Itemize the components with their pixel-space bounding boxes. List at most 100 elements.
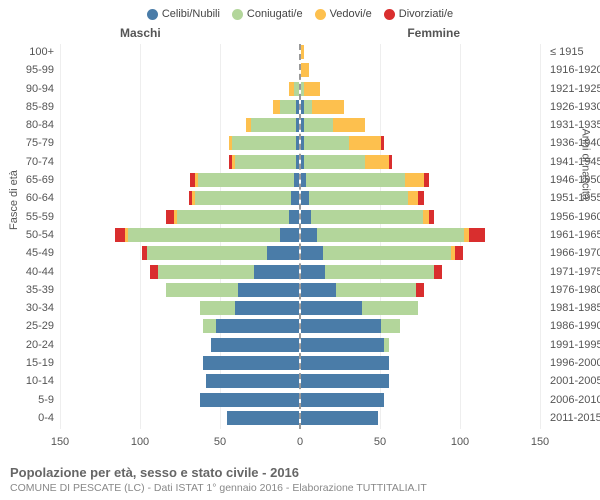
age-label: 5-9 bbox=[4, 394, 54, 406]
population-pyramid-chart: Celibi/NubiliConiugati/eVedovi/eDivorzia… bbox=[0, 0, 600, 500]
birth-year-label: 2006-2010 bbox=[550, 394, 600, 406]
legend-swatch bbox=[315, 9, 326, 20]
birth-year-label: 1926-1930 bbox=[550, 101, 600, 113]
age-label: 75-79 bbox=[4, 137, 54, 149]
legend-swatch bbox=[232, 9, 243, 20]
female-bar bbox=[301, 210, 434, 224]
birth-year-label: 1951-1955 bbox=[550, 192, 600, 204]
age-row: 95-991916-1920 bbox=[60, 62, 540, 80]
bar-segment bbox=[381, 136, 384, 150]
bar-segment bbox=[333, 118, 365, 132]
bar-segment bbox=[408, 191, 418, 205]
bar-segment bbox=[235, 301, 299, 315]
female-bar bbox=[301, 191, 424, 205]
male-bar bbox=[246, 118, 299, 132]
bar-segment bbox=[362, 301, 418, 315]
bar-segment bbox=[296, 155, 299, 169]
legend-item: Divorziati/e bbox=[384, 8, 453, 20]
female-bar bbox=[301, 228, 485, 242]
bar-segment bbox=[195, 191, 291, 205]
bar-segment bbox=[203, 319, 216, 333]
bar-segment bbox=[323, 246, 451, 260]
bar-segment bbox=[381, 319, 400, 333]
bar-segment bbox=[424, 173, 429, 187]
birth-year-label: 1916-1920 bbox=[550, 64, 600, 76]
birth-year-label: 1966-1970 bbox=[550, 247, 600, 259]
female-bar bbox=[301, 265, 442, 279]
bar-segment bbox=[294, 82, 299, 96]
female-bar bbox=[301, 283, 424, 297]
legend-item: Celibi/Nubili bbox=[147, 8, 220, 20]
male-bar bbox=[166, 283, 299, 297]
age-row: 60-641951-1955 bbox=[60, 190, 540, 208]
age-row: 75-791936-1940 bbox=[60, 135, 540, 153]
bar-segment bbox=[301, 411, 378, 425]
chart-footer: Popolazione per età, sesso e stato civil… bbox=[10, 465, 590, 494]
legend-item: Vedovi/e bbox=[315, 8, 372, 20]
male-bar bbox=[273, 100, 299, 114]
x-tick-label: 50 bbox=[214, 436, 226, 448]
age-label: 80-84 bbox=[4, 119, 54, 131]
x-axis: 15010050050100150 bbox=[60, 432, 540, 452]
bar-segment bbox=[301, 393, 384, 407]
age-row: 90-941921-1925 bbox=[60, 81, 540, 99]
birth-year-label: 1956-1960 bbox=[550, 211, 600, 223]
footer-title: Popolazione per età, sesso e stato civil… bbox=[10, 465, 590, 480]
male-bar bbox=[227, 411, 299, 425]
bar-segment bbox=[301, 210, 311, 224]
age-row: 100+≤ 1915 bbox=[60, 44, 540, 62]
male-bar bbox=[189, 191, 299, 205]
bar-segment bbox=[301, 265, 325, 279]
male-bar bbox=[166, 210, 299, 224]
bar-segment bbox=[115, 228, 125, 242]
female-bar bbox=[301, 45, 304, 59]
birth-year-label: 1976-1980 bbox=[550, 284, 600, 296]
bar-segment bbox=[251, 118, 296, 132]
header-female: Femmine bbox=[407, 26, 460, 40]
bar-segment bbox=[296, 136, 299, 150]
bar-segment bbox=[306, 173, 405, 187]
male-bar bbox=[289, 82, 299, 96]
age-row: 0-42011-2015 bbox=[60, 410, 540, 428]
age-row: 15-191996-2000 bbox=[60, 355, 540, 373]
bar-segment bbox=[312, 100, 344, 114]
age-label: 25-29 bbox=[4, 320, 54, 332]
female-bar bbox=[301, 155, 392, 169]
age-row: 50-541961-1965 bbox=[60, 227, 540, 245]
male-bar bbox=[190, 173, 299, 187]
bar-segment bbox=[325, 265, 434, 279]
x-tick-label: 50 bbox=[374, 436, 386, 448]
female-bar bbox=[301, 82, 320, 96]
legend: Celibi/NubiliConiugati/eVedovi/eDivorzia… bbox=[0, 8, 600, 20]
bar-segment bbox=[296, 118, 299, 132]
female-bar bbox=[301, 411, 378, 425]
birth-year-label: 2001-2005 bbox=[550, 375, 600, 387]
age-label: 10-14 bbox=[4, 375, 54, 387]
age-row: 80-841931-1935 bbox=[60, 117, 540, 135]
birth-year-label: 1941-1945 bbox=[550, 156, 600, 168]
female-bar bbox=[301, 374, 389, 388]
bar-segment bbox=[301, 301, 362, 315]
female-bar bbox=[301, 393, 384, 407]
bar-segment bbox=[280, 100, 296, 114]
age-label: 35-39 bbox=[4, 284, 54, 296]
age-label: 45-49 bbox=[4, 247, 54, 259]
bar-segment bbox=[384, 338, 389, 352]
bar-segment bbox=[211, 338, 299, 352]
bar-segment bbox=[216, 319, 299, 333]
age-label: 40-44 bbox=[4, 266, 54, 278]
age-label: 50-54 bbox=[4, 229, 54, 241]
age-row: 55-591956-1960 bbox=[60, 209, 540, 227]
age-label: 15-19 bbox=[4, 357, 54, 369]
bar-segment bbox=[280, 228, 299, 242]
male-bar bbox=[203, 319, 299, 333]
bar-segment bbox=[301, 356, 389, 370]
bar-segment bbox=[304, 155, 365, 169]
female-bar bbox=[301, 100, 344, 114]
bar-segment bbox=[301, 338, 384, 352]
bar-segment bbox=[267, 246, 299, 260]
age-row: 70-741941-1945 bbox=[60, 154, 540, 172]
age-row: 25-291986-1990 bbox=[60, 318, 540, 336]
bar-segment bbox=[389, 155, 392, 169]
bar-segment bbox=[469, 228, 485, 242]
